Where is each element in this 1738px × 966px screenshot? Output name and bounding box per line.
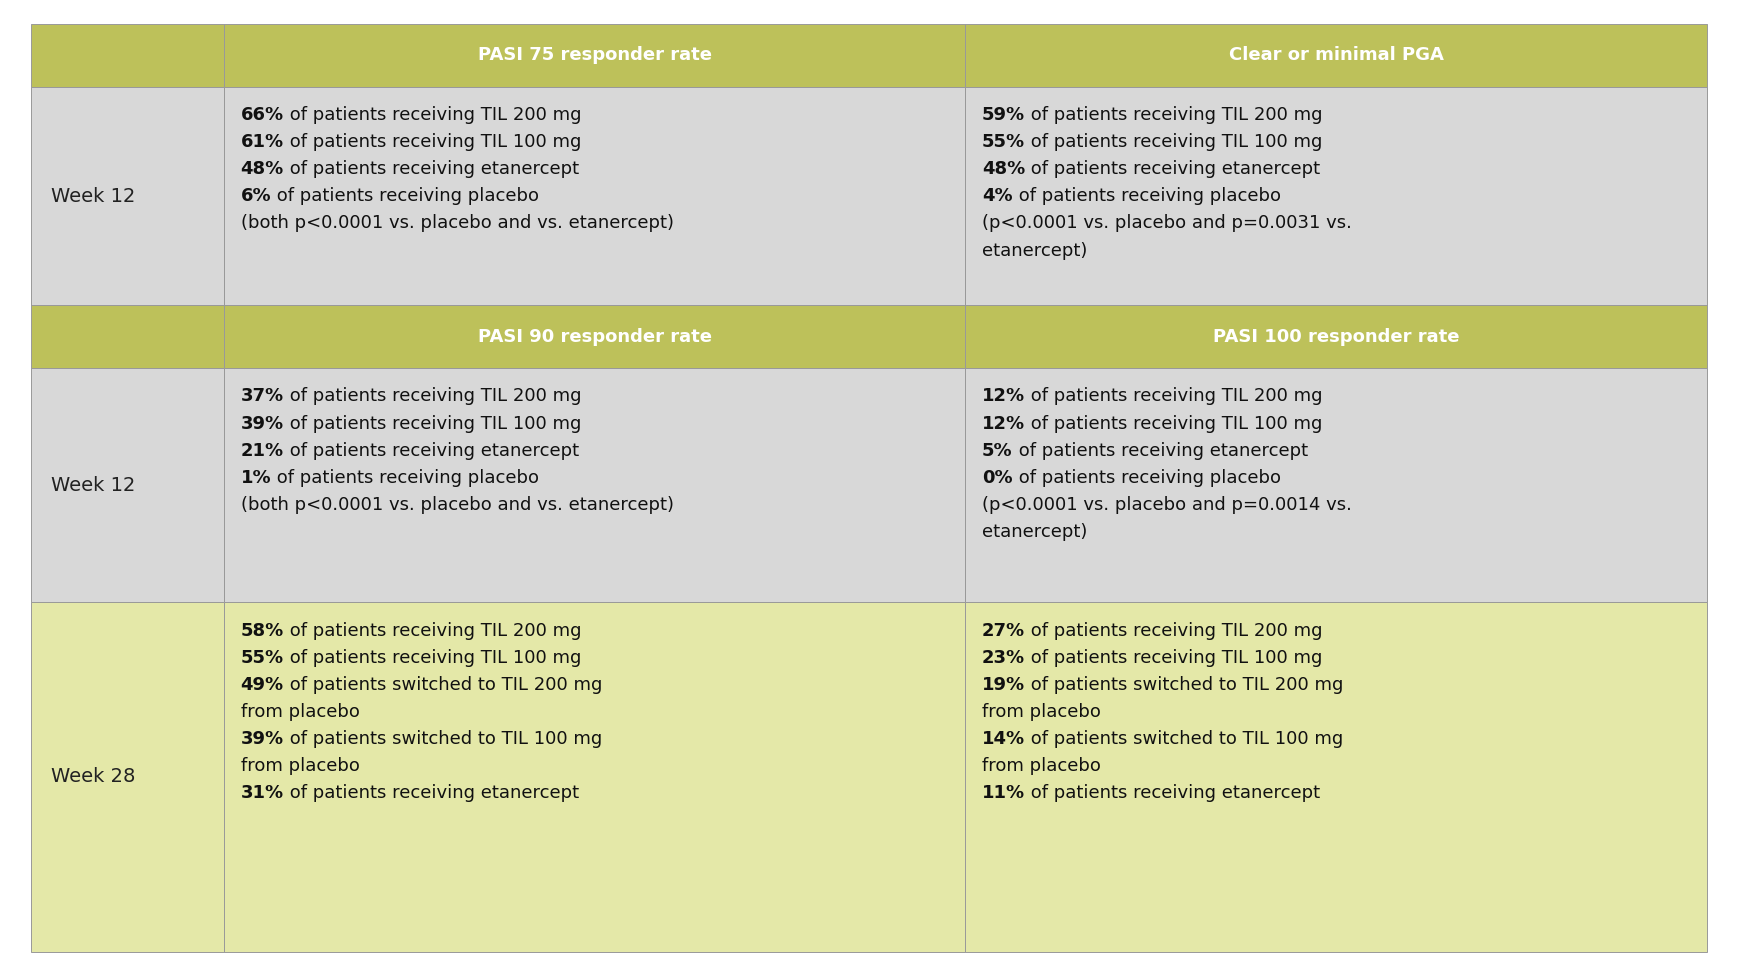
Text: of patients switched to TIL 200 mg: of patients switched to TIL 200 mg: [1025, 676, 1343, 694]
Text: 37%: 37%: [240, 387, 283, 406]
Text: 55%: 55%: [982, 133, 1025, 152]
Bar: [965, 24, 1707, 87]
Text: 55%: 55%: [240, 649, 283, 667]
Bar: [224, 24, 965, 87]
Text: of patients receiving TIL 100 mg: of patients receiving TIL 100 mg: [1025, 414, 1323, 433]
Bar: [965, 368, 1707, 603]
Text: of patients switched to TIL 100 mg: of patients switched to TIL 100 mg: [1025, 730, 1343, 749]
Text: of patients receiving TIL 200 mg: of patients receiving TIL 200 mg: [283, 622, 582, 639]
Text: 39%: 39%: [240, 730, 283, 749]
Text: 11%: 11%: [982, 784, 1025, 803]
Text: of patients receiving etanercept: of patients receiving etanercept: [1025, 160, 1321, 179]
Text: Week 12: Week 12: [50, 475, 136, 495]
Text: 31%: 31%: [240, 784, 283, 803]
Text: of patients receiving placebo: of patients receiving placebo: [271, 469, 539, 487]
Text: of patients receiving TIL 200 mg: of patients receiving TIL 200 mg: [1025, 387, 1323, 406]
Text: of patients receiving TIL 200 mg: of patients receiving TIL 200 mg: [1025, 106, 1323, 124]
Text: from placebo: from placebo: [240, 757, 360, 776]
Bar: [31, 368, 224, 603]
Text: of patients receiving etanercept: of patients receiving etanercept: [283, 784, 579, 803]
Text: of patients receiving placebo: of patients receiving placebo: [1013, 469, 1281, 487]
Bar: [224, 87, 965, 305]
Text: of patients receiving TIL 100 mg: of patients receiving TIL 100 mg: [283, 414, 580, 433]
Text: (p<0.0001 vs. placebo and p=0.0014 vs.: (p<0.0001 vs. placebo and p=0.0014 vs.: [982, 496, 1352, 514]
Text: (p<0.0001 vs. placebo and p=0.0031 vs.: (p<0.0001 vs. placebo and p=0.0031 vs.: [982, 214, 1352, 233]
Text: from placebo: from placebo: [240, 703, 360, 722]
Text: 58%: 58%: [240, 622, 283, 639]
Text: 27%: 27%: [982, 622, 1025, 639]
Text: 21%: 21%: [240, 441, 283, 460]
Bar: [31, 305, 224, 368]
Bar: [965, 603, 1707, 952]
Text: (both p<0.0001 vs. placebo and vs. etanercept): (both p<0.0001 vs. placebo and vs. etane…: [240, 496, 674, 514]
Text: 4%: 4%: [982, 187, 1013, 206]
Text: of patients receiving TIL 200 mg: of patients receiving TIL 200 mg: [1025, 622, 1323, 639]
Text: of patients receiving TIL 100 mg: of patients receiving TIL 100 mg: [1025, 649, 1323, 667]
Text: (both p<0.0001 vs. placebo and vs. etanercept): (both p<0.0001 vs. placebo and vs. etane…: [240, 214, 674, 233]
Bar: [965, 87, 1707, 305]
Text: of patients receiving TIL 100 mg: of patients receiving TIL 100 mg: [1025, 133, 1323, 152]
Text: 39%: 39%: [240, 414, 283, 433]
Text: 19%: 19%: [982, 676, 1025, 694]
Text: of patients receiving placebo: of patients receiving placebo: [271, 187, 539, 206]
Text: 14%: 14%: [982, 730, 1025, 749]
Text: etanercept): etanercept): [982, 242, 1088, 260]
Text: of patients switched to TIL 100 mg: of patients switched to TIL 100 mg: [283, 730, 601, 749]
Bar: [31, 87, 224, 305]
Bar: [31, 603, 224, 952]
Text: 12%: 12%: [982, 414, 1025, 433]
Text: from placebo: from placebo: [982, 757, 1100, 776]
Text: 1%: 1%: [240, 469, 271, 487]
Bar: [224, 603, 965, 952]
Text: 23%: 23%: [982, 649, 1025, 667]
Text: of patients receiving TIL 100 mg: of patients receiving TIL 100 mg: [283, 133, 580, 152]
Text: of patients receiving TIL 200 mg: of patients receiving TIL 200 mg: [283, 106, 580, 124]
Bar: [965, 305, 1707, 368]
Text: 61%: 61%: [240, 133, 283, 152]
Bar: [224, 368, 965, 603]
Text: 5%: 5%: [982, 441, 1013, 460]
Text: of patients switched to TIL 200 mg: of patients switched to TIL 200 mg: [283, 676, 601, 694]
Text: of patients receiving etanercept: of patients receiving etanercept: [283, 160, 579, 179]
Text: Week 12: Week 12: [50, 186, 136, 206]
Bar: [31, 24, 224, 87]
Text: of patients receiving TIL 200 mg: of patients receiving TIL 200 mg: [283, 387, 580, 406]
Text: Week 28: Week 28: [50, 767, 136, 786]
Text: of patients receiving TIL 100 mg: of patients receiving TIL 100 mg: [283, 649, 580, 667]
Text: 48%: 48%: [240, 160, 283, 179]
Text: of patients receiving etanercept: of patients receiving etanercept: [1025, 784, 1321, 803]
Text: of patients receiving etanercept: of patients receiving etanercept: [283, 441, 579, 460]
Text: 12%: 12%: [982, 387, 1025, 406]
Text: 49%: 49%: [240, 676, 283, 694]
Text: PASI 90 responder rate: PASI 90 responder rate: [478, 327, 711, 346]
Text: 6%: 6%: [240, 187, 271, 206]
Text: 59%: 59%: [982, 106, 1025, 124]
Text: PASI 100 responder rate: PASI 100 responder rate: [1213, 327, 1460, 346]
Text: 66%: 66%: [240, 106, 283, 124]
Bar: [224, 305, 965, 368]
Text: PASI 75 responder rate: PASI 75 responder rate: [478, 46, 711, 65]
Text: Clear or minimal PGA: Clear or minimal PGA: [1229, 46, 1444, 65]
Text: etanercept): etanercept): [982, 523, 1088, 541]
Text: of patients receiving etanercept: of patients receiving etanercept: [1013, 441, 1307, 460]
Text: 0%: 0%: [982, 469, 1013, 487]
Text: from placebo: from placebo: [982, 703, 1100, 722]
Text: of patients receiving placebo: of patients receiving placebo: [1013, 187, 1281, 206]
Text: 48%: 48%: [982, 160, 1025, 179]
